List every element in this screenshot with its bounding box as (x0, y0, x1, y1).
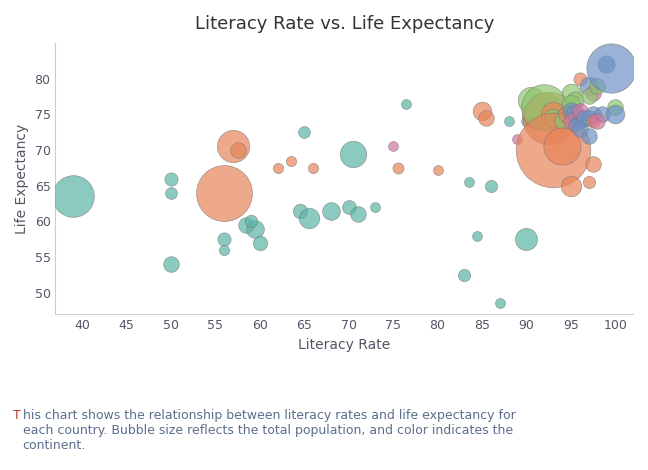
Point (219, 246, 229, 254)
Point (570, 121, 581, 129)
Point (535, 118, 545, 125)
Point (557, 143, 567, 150)
Point (592, 82, 603, 89)
Point (606, 64, 616, 71)
Point (583, 93, 594, 100)
Point (588, 118, 598, 125)
Point (566, 118, 576, 125)
Point (557, 118, 567, 125)
Text: T: T (13, 409, 21, 422)
Point (575, 118, 585, 125)
Point (530, 110, 540, 118)
Point (575, 107, 585, 115)
Point (552, 118, 562, 125)
Point (219, 235, 229, 243)
Point (432, 166, 443, 174)
Point (401, 100, 411, 107)
Point (286, 157, 296, 164)
Point (241, 221, 251, 229)
Point (250, 225, 260, 232)
Point (583, 132, 594, 140)
Point (392, 164, 402, 172)
Point (548, 114, 558, 122)
Point (579, 114, 589, 122)
Point (166, 175, 176, 182)
Point (544, 114, 554, 122)
Point (272, 164, 283, 172)
Point (255, 239, 265, 247)
Point (566, 107, 576, 115)
Point (588, 110, 598, 118)
Point (228, 143, 238, 150)
Point (68, 193, 78, 200)
Point (308, 164, 318, 172)
Point (583, 82, 594, 89)
Point (459, 271, 469, 279)
Point (233, 146, 243, 154)
Point (485, 182, 496, 189)
Point (588, 89, 598, 97)
Point (503, 118, 514, 125)
Point (566, 89, 576, 97)
Point (513, 135, 523, 143)
Point (348, 150, 358, 157)
Point (326, 207, 336, 214)
Point (166, 189, 176, 196)
Point (219, 189, 229, 196)
Point (481, 114, 492, 122)
Point (575, 125, 585, 133)
Point (353, 211, 363, 218)
Point (583, 114, 594, 122)
Point (548, 146, 558, 154)
Point (463, 178, 474, 186)
Point (295, 207, 305, 214)
Point (539, 103, 550, 111)
Point (494, 300, 505, 307)
Point (526, 96, 536, 104)
Point (570, 96, 581, 104)
Point (477, 107, 487, 115)
Point (472, 232, 483, 239)
Point (548, 110, 558, 118)
Point (583, 178, 594, 186)
Point (610, 110, 620, 118)
Point (561, 110, 572, 118)
X-axis label: Literacy Rate: Literacy Rate (298, 337, 390, 352)
Point (610, 103, 620, 111)
Point (388, 143, 399, 150)
Point (539, 107, 550, 115)
Point (521, 118, 531, 125)
Point (566, 100, 576, 107)
Point (597, 110, 607, 118)
Point (601, 61, 612, 68)
Point (566, 182, 576, 189)
Point (570, 110, 581, 118)
Point (370, 204, 380, 211)
Y-axis label: Life Expectancy: Life Expectancy (15, 124, 29, 234)
Point (592, 118, 603, 125)
Point (246, 218, 256, 225)
Point (521, 235, 531, 243)
Point (588, 160, 598, 168)
Title: Literacy Rate vs. Life Expectancy: Literacy Rate vs. Life Expectancy (194, 15, 494, 33)
Text: his chart shows the relationship between literacy rates and life expectancy for
: his chart shows the relationship between… (23, 409, 515, 452)
Point (530, 114, 540, 122)
Point (575, 75, 585, 82)
Point (303, 214, 314, 221)
Point (299, 128, 309, 136)
Point (343, 204, 354, 211)
Point (166, 260, 176, 268)
